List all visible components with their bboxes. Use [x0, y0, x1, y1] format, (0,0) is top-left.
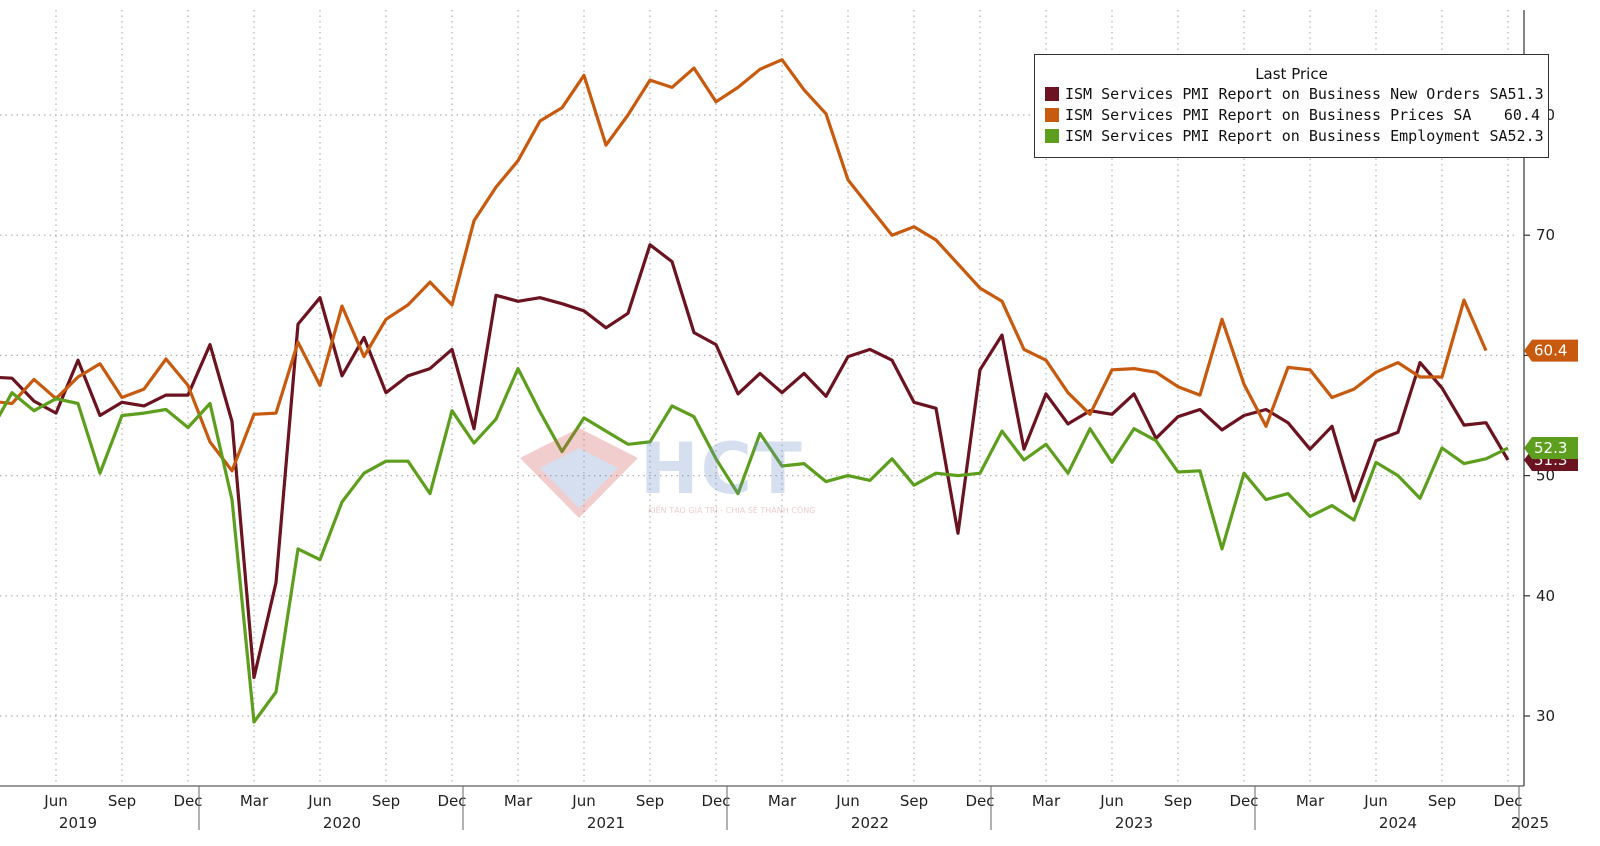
last-price-badge-label: 60.4: [1534, 342, 1567, 360]
series-line-2: [0, 367, 1509, 724]
watermark-slogan: KIẾN TẠO GIÁ TRỊ - CHIA SẺ THÀNH CÔNG: [648, 506, 816, 515]
year-label: 2022: [851, 814, 889, 832]
x-tick-label: Sep: [108, 792, 136, 810]
x-tick-label: Dec: [173, 792, 202, 810]
x-tick-label: Dec: [1493, 792, 1522, 810]
x-tick-label: Sep: [900, 792, 928, 810]
legend-label-employment: ISM Services PMI Report on Business Empl…: [1065, 126, 1508, 145]
legend-swatch-new-orders: [1045, 86, 1059, 101]
legend-label-prices: ISM Services PMI Report on Business Pric…: [1065, 105, 1472, 124]
x-tick-label: Jun: [307, 792, 331, 810]
legend-value-new-orders: 51.3: [1507, 84, 1544, 103]
x-tick-label: Jun: [1363, 792, 1387, 810]
year-label: 2025: [1511, 814, 1549, 832]
x-tick-label: Jun: [1099, 792, 1123, 810]
x-tick-label: Dec: [1229, 792, 1258, 810]
x-tick-label: Mar: [504, 792, 533, 810]
x-tick-label: Mar: [1032, 792, 1061, 810]
year-label: 2020: [323, 814, 361, 832]
x-tick-label: Jun: [43, 792, 67, 810]
x-tick-label: Jun: [571, 792, 595, 810]
x-tick-label: Mar: [1296, 792, 1325, 810]
x-tick-label: Mar: [240, 792, 269, 810]
legend-value-prices: 60.4: [1503, 105, 1540, 124]
legend-item-new-orders: ISM Services PMI Report on Business New …: [1035, 83, 1548, 104]
watermark-logo: HCT: [640, 428, 804, 510]
legend-swatch-employment: [1045, 128, 1059, 143]
last-price-badges: 51.360.452.3: [1524, 339, 1578, 471]
x-tick-label: Dec: [965, 792, 994, 810]
last-price-badge-2: 52.3: [1524, 436, 1578, 459]
x-tick-label: Sep: [1428, 792, 1456, 810]
series-line-1: [0, 58, 1488, 473]
watermark: HCT KIẾN TẠO GIÁ TRỊ - CHIA SẺ THÀNH CÔN…: [520, 428, 820, 518]
series-line-0: [0, 243, 1510, 680]
x-axis: Jun Sep Dec Mar Jun Sep Dec Mar Jun Sep Dec Mar Jun S…: [0, 785, 1549, 832]
x-tick-label: Sep: [1164, 792, 1192, 810]
legend-swatch-prices: [1045, 107, 1059, 122]
year-label: 2023: [1115, 814, 1153, 832]
legend-item-prices: ISM Services PMI Report on Business Pric…: [1035, 104, 1548, 125]
grid-lines: [0, 10, 1518, 786]
x-tick-label: Dec: [437, 792, 466, 810]
x-tick-label: Mar: [768, 792, 797, 810]
y-tick-label: 30: [1536, 707, 1555, 725]
legend-label-new-orders: ISM Services PMI Report on Business New …: [1065, 84, 1508, 103]
year-label: 2019: [59, 814, 97, 832]
legend-value-employment: 52.3: [1507, 126, 1544, 145]
series-lines: [0, 58, 1510, 724]
x-tick-label: Jun: [835, 792, 859, 810]
x-tick-label: Sep: [636, 792, 664, 810]
y-tick-label: 50: [1536, 467, 1555, 485]
y-tick-label: 70: [1536, 226, 1555, 244]
year-label: 2021: [587, 814, 625, 832]
x-tick-label: Sep: [372, 792, 400, 810]
legend: Last Price ISM Services PMI Report on Bu…: [1034, 54, 1549, 158]
legend-item-employment: ISM Services PMI Report on Business Empl…: [1035, 125, 1548, 146]
legend-title: Last Price: [1255, 65, 1328, 83]
y-tick-label: 40: [1536, 587, 1555, 605]
x-tick-label: Dec: [701, 792, 730, 810]
last-price-badge-1: 60.4: [1524, 339, 1578, 362]
last-price-badge-label: 52.3: [1534, 439, 1567, 457]
watermark-diamond-icon: [520, 428, 638, 518]
year-label: 2024: [1379, 814, 1417, 832]
